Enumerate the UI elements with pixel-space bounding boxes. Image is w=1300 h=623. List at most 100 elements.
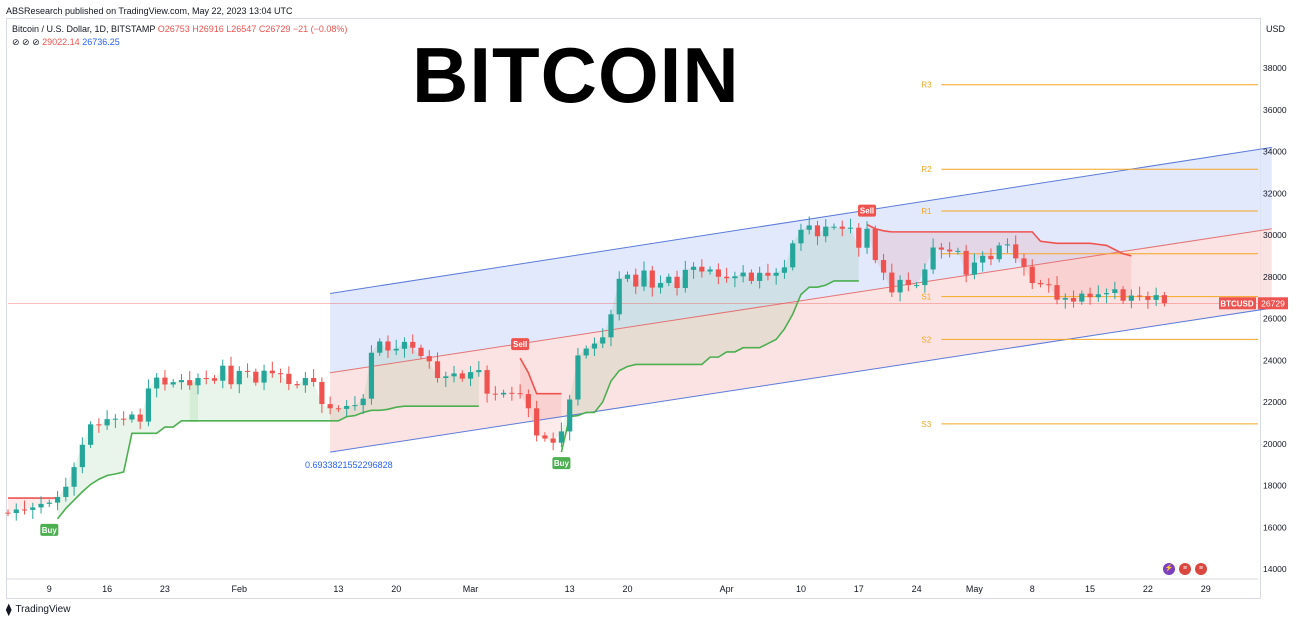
us-flag-icon-2[interactable]: ≡ — [1195, 563, 1207, 575]
supertrend-down-line-2 — [866, 223, 1132, 257]
candle-body — [162, 377, 168, 385]
candle-body — [211, 378, 218, 381]
candle-body — [930, 247, 936, 270]
candle-body — [806, 225, 812, 230]
y-tick-label: 26000 — [1263, 314, 1287, 324]
candle-body — [88, 424, 94, 445]
candle-body — [1103, 293, 1110, 295]
candle-body — [633, 274, 639, 287]
candle-body — [1013, 244, 1019, 259]
x-tick-label: 10 — [796, 584, 806, 594]
tradingview-logo-icon: ⧫ — [6, 604, 12, 616]
candle-body — [847, 227, 854, 229]
sell-signal-badge — [858, 204, 877, 217]
candle-body — [104, 419, 110, 426]
candle-body — [286, 373, 292, 385]
candle-body — [434, 361, 441, 378]
candle-body — [798, 229, 804, 244]
y-tick-label: 22000 — [1263, 397, 1287, 407]
candle-body — [418, 347, 424, 357]
candle-body — [1145, 296, 1151, 300]
candle-body — [145, 388, 152, 422]
candle-body — [261, 370, 267, 383]
buy-signal-badge — [40, 523, 59, 536]
candle-body — [641, 270, 647, 287]
y-tick-label: 38000 — [1263, 63, 1287, 73]
candle-body — [674, 276, 680, 289]
supertrend-up-fill-2 — [561, 225, 859, 453]
lightning-icon[interactable]: ⚡ — [1163, 563, 1175, 575]
candle-body — [302, 377, 308, 386]
indicator-eye-icons[interactable]: ⊘ ⊘ ⊘ — [12, 37, 40, 47]
candle-body — [509, 392, 515, 394]
candle-body — [203, 377, 209, 379]
candle-body — [476, 370, 482, 373]
candle-body — [996, 245, 1002, 260]
candle-body — [988, 255, 994, 260]
supertrend-up-line-0 — [56, 419, 198, 520]
channel-upper-line — [330, 146, 1272, 294]
symbol-tag-label: BTCUSD — [1220, 299, 1254, 308]
channel-lower-fill — [330, 228, 1272, 453]
candle-body — [534, 408, 540, 436]
pivot-label-S3: S3 — [921, 420, 931, 429]
candle-body — [938, 247, 944, 250]
candle-body — [377, 341, 383, 353]
y-tick-label: 32000 — [1263, 188, 1287, 198]
candle-body — [781, 267, 788, 273]
candle-body — [311, 377, 317, 382]
candle-body — [550, 438, 556, 443]
y-tick-label: 30000 — [1263, 230, 1287, 240]
symbol-legend[interactable]: Bitcoin / U.S. Dollar, 1D, BITSTAMP O267… — [12, 24, 347, 34]
x-tick-label: 20 — [622, 584, 632, 594]
channel-middle-line — [330, 228, 1272, 374]
candle-body — [905, 279, 911, 286]
candle-body — [13, 509, 19, 514]
candle-body — [170, 382, 176, 385]
x-tick-label: 8 — [1030, 584, 1035, 594]
candle-body — [558, 431, 565, 443]
candle-body — [525, 394, 531, 409]
indicator-legend[interactable]: ⊘ ⊘ ⊘ 29022.14 26736.25 — [12, 37, 120, 48]
x-tick-label: 29 — [1201, 584, 1211, 594]
candle-body — [79, 444, 85, 468]
candle-body — [856, 227, 862, 248]
pivot-label-R3: R3 — [921, 81, 932, 90]
x-tick-label: 17 — [854, 584, 864, 594]
candle-body — [600, 337, 606, 344]
channel-upper-fill — [330, 147, 1272, 373]
candle-body — [814, 225, 821, 237]
candle-body — [501, 392, 507, 395]
y-tick-label: 18000 — [1263, 481, 1287, 491]
candle-body — [616, 278, 622, 315]
candle-body — [129, 414, 135, 420]
candle-body — [1112, 289, 1118, 294]
candle-body — [459, 373, 465, 379]
candle-body — [1046, 284, 1052, 286]
currency-label: USD — [1266, 24, 1286, 34]
candle-body — [195, 377, 201, 386]
candle-body — [542, 435, 548, 439]
candle-body — [724, 276, 730, 279]
candle-body — [1137, 295, 1143, 297]
candle-body — [748, 272, 754, 281]
us-flag-icon[interactable]: ≡ — [1179, 563, 1191, 575]
candle-body — [963, 250, 969, 275]
candle-body — [187, 380, 193, 386]
candle-body — [319, 381, 325, 405]
x-tick-label: May — [966, 584, 984, 594]
y-tick-label: 28000 — [1263, 272, 1287, 282]
buy-signal-badge — [552, 457, 571, 470]
y-tick-label: 36000 — [1263, 105, 1287, 115]
buy-signal-label: Buy — [554, 459, 570, 468]
pivot-label-S2: S2 — [921, 335, 931, 344]
candle-body — [63, 486, 69, 497]
candle-body — [699, 266, 705, 272]
candle-body — [121, 418, 127, 420]
symbol-name: Bitcoin / U.S. Dollar, 1D, BITSTAMP — [12, 24, 156, 34]
last-price-tag — [1258, 297, 1288, 310]
indicator-value-2: 26736.25 — [82, 37, 120, 47]
candle-body — [220, 365, 226, 381]
candle-body — [368, 352, 375, 399]
